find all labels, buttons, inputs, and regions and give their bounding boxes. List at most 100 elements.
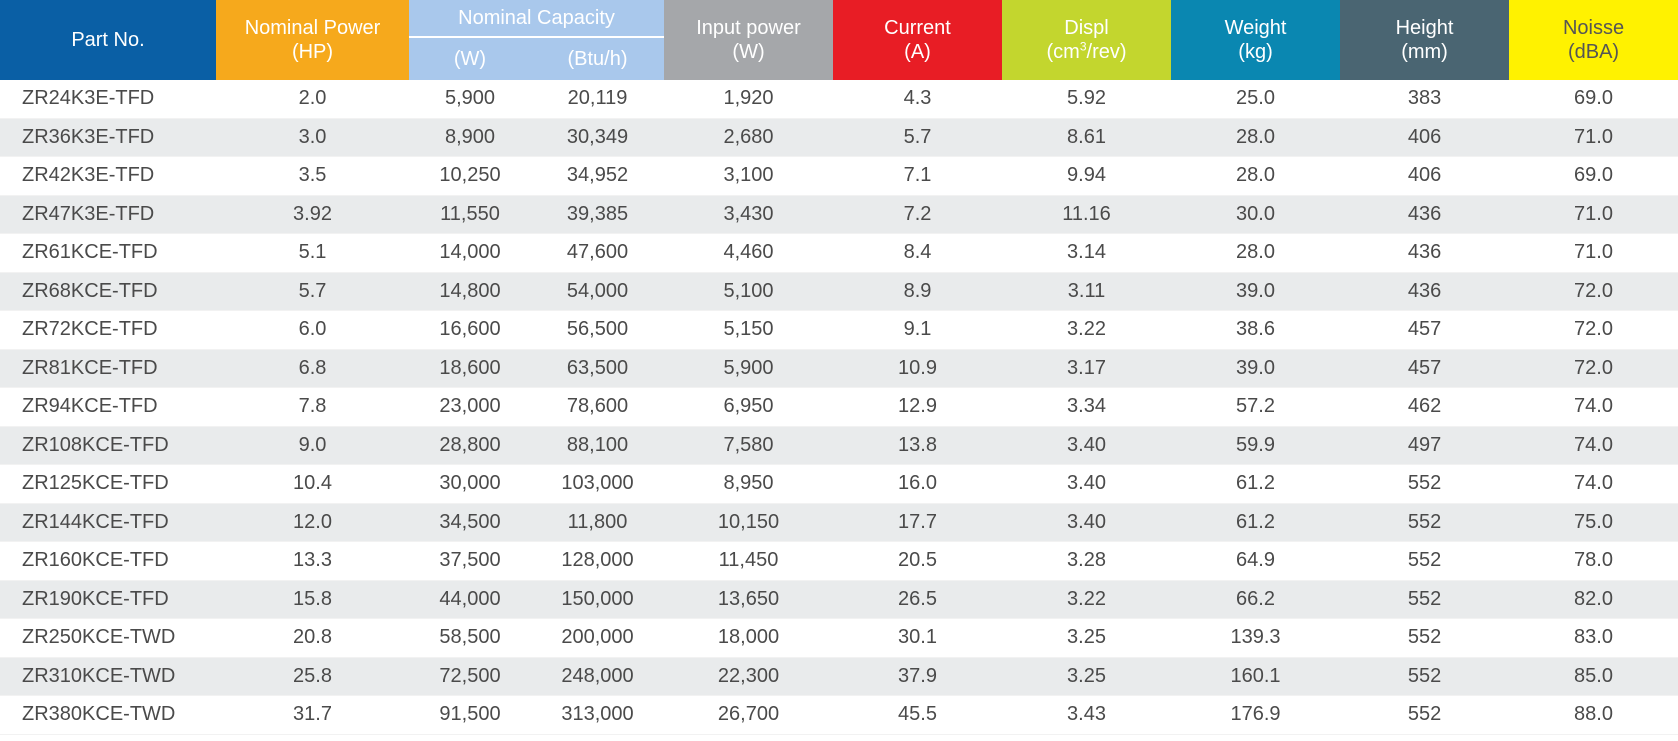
table-row: ZR144KCE-TFD 12.0 34,500 11,800 10,150 17.7 3.… <box>0 503 1678 542</box>
cell-height: 462 <box>1340 387 1510 427</box>
cell-current: 7.2 <box>833 195 1003 234</box>
cell-capacity-btu: 200,000 <box>531 618 665 658</box>
table-row: ZR125KCE-TFD 10.4 30,000 103,000 8,950 16.0 3.… <box>0 464 1678 504</box>
cell-capacity-btu: 78,600 <box>531 387 665 427</box>
cell-displ: 3.40 <box>1002 426 1172 465</box>
cell-nominal-power: 15.8 <box>216 580 409 619</box>
cell-displ: 3.40 <box>1002 503 1172 542</box>
cell-capacity-btu: 88,100 <box>531 426 665 465</box>
table-row: ZR72KCE-TFD 6.0 16,600 56,500 5,150 9.1 3.22 38… <box>0 310 1678 350</box>
cell-part-no: ZR68KCE-TFD <box>0 272 216 311</box>
cell-capacity-btu: 39,385 <box>531 195 665 234</box>
cell-height: 436 <box>1340 272 1510 311</box>
cell-nominal-power: 2.0 <box>216 80 409 119</box>
cell-displ: 3.28 <box>1002 541 1172 581</box>
cell-nominal-power: 6.0 <box>216 310 409 350</box>
cell-capacity-w: 5,900 <box>409 80 531 119</box>
cell-weight: 64.9 <box>1171 541 1341 581</box>
cell-weight: 66.2 <box>1171 580 1341 619</box>
cell-capacity-w: 72,500 <box>409 657 531 696</box>
cell-capacity-w: 14,000 <box>409 233 531 273</box>
header-nominal-power-label: Nominal Power <box>244 17 381 39</box>
cell-height: 552 <box>1340 657 1510 696</box>
table-header: Part No. Nominal Power (HP) Nominal Capa… <box>0 0 1678 80</box>
cell-capacity-btu: 248,000 <box>531 657 665 696</box>
cell-weight: 38.6 <box>1171 310 1341 350</box>
cell-input-power: 18,000 <box>664 618 834 658</box>
cell-weight: 39.0 <box>1171 349 1341 388</box>
cell-height: 406 <box>1340 156 1510 196</box>
cell-capacity-w: 18,600 <box>409 349 531 388</box>
header-displ-unit-pre: (cm <box>1046 41 1080 63</box>
header-noise: Noisse (dBA) <box>1509 0 1678 80</box>
cell-current: 4.3 <box>833 80 1003 119</box>
cell-capacity-btu: 63,500 <box>531 349 665 388</box>
cell-current: 8.9 <box>833 272 1003 311</box>
header-height: Height (mm) <box>1340 0 1510 80</box>
cell-capacity-btu: 47,600 <box>531 233 665 273</box>
cell-capacity-w: 11,550 <box>409 195 531 234</box>
cell-part-no: ZR250KCE-TWD <box>0 618 216 658</box>
cell-current: 13.8 <box>833 426 1003 465</box>
cell-part-no: ZR125KCE-TFD <box>0 464 216 504</box>
cell-capacity-w: 34,500 <box>409 503 531 542</box>
table-row: ZR190KCE-TFD 15.8 44,000 150,000 13,650 26.5 3… <box>0 580 1678 619</box>
cell-current: 10.9 <box>833 349 1003 388</box>
cell-nominal-power: 7.8 <box>216 387 409 427</box>
cell-capacity-w: 10,250 <box>409 156 531 196</box>
cell-capacity-w: 8,900 <box>409 118 531 157</box>
table-row: ZR68KCE-TFD 5.7 14,800 54,000 5,100 8.9 3.11 39… <box>0 272 1678 311</box>
header-weight-label: Weight <box>1224 17 1287 39</box>
cell-nominal-power: 13.3 <box>216 541 409 581</box>
cell-weight: 25.0 <box>1171 80 1341 119</box>
cell-displ: 3.14 <box>1002 233 1172 273</box>
cell-displ: 5.92 <box>1002 80 1172 119</box>
table-row: ZR36K3E-TFD 3.0 8,900 30,349 2,680 5.7 8.61 28.… <box>0 118 1678 157</box>
cell-input-power: 13,650 <box>664 580 834 619</box>
header-current-label: Current <box>884 17 951 39</box>
cell-input-power: 4,460 <box>664 233 834 273</box>
cell-displ: 3.25 <box>1002 657 1172 696</box>
cell-current: 45.5 <box>833 695 1003 735</box>
header-noise-unit: (dBA) <box>1567 41 1620 63</box>
cell-current: 37.9 <box>833 657 1003 696</box>
cell-nominal-power: 5.7 <box>216 272 409 311</box>
cell-height: 552 <box>1340 618 1510 658</box>
cell-nominal-power: 25.8 <box>216 657 409 696</box>
cell-noise: 69.0 <box>1509 156 1678 196</box>
cell-nominal-power: 12.0 <box>216 503 409 542</box>
header-current: Current (A) <box>833 0 1003 80</box>
cell-noise: 88.0 <box>1509 695 1678 735</box>
cell-part-no: ZR24K3E-TFD <box>0 80 216 119</box>
cell-noise: 72.0 <box>1509 310 1678 350</box>
header-input-power: Input power (W) <box>664 0 834 80</box>
cell-weight: 61.2 <box>1171 464 1341 504</box>
cell-weight: 57.2 <box>1171 387 1341 427</box>
cell-displ: 3.34 <box>1002 387 1172 427</box>
cell-input-power: 3,430 <box>664 195 834 234</box>
cell-weight: 39.0 <box>1171 272 1341 311</box>
cell-part-no: ZR36K3E-TFD <box>0 118 216 157</box>
cell-part-no: ZR94KCE-TFD <box>0 387 216 427</box>
table-row: ZR81KCE-TFD 6.8 18,600 63,500 5,900 10.9 3.17 3… <box>0 349 1678 388</box>
cell-nominal-power: 6.8 <box>216 349 409 388</box>
cell-displ: 9.94 <box>1002 156 1172 196</box>
cell-nominal-power: 9.0 <box>216 426 409 465</box>
cell-weight: 30.0 <box>1171 195 1341 234</box>
header-capacity-w-unit: (W) <box>453 48 487 70</box>
header-nominal-capacity: Nominal Capacity <box>409 0 665 38</box>
header-current-unit: (A) <box>904 41 931 63</box>
cell-input-power: 7,580 <box>664 426 834 465</box>
cell-current: 5.7 <box>833 118 1003 157</box>
header-nominal-power-unit: (HP) <box>291 41 334 63</box>
cell-capacity-btu: 30,349 <box>531 118 665 157</box>
cell-noise: 69.0 <box>1509 80 1678 119</box>
cell-current: 30.1 <box>833 618 1003 658</box>
cell-input-power: 5,150 <box>664 310 834 350</box>
cell-part-no: ZR42K3E-TFD <box>0 156 216 196</box>
cell-noise: 82.0 <box>1509 580 1678 619</box>
cell-noise: 72.0 <box>1509 272 1678 311</box>
cell-displ: 11.16 <box>1002 195 1172 234</box>
cell-height: 406 <box>1340 118 1510 157</box>
